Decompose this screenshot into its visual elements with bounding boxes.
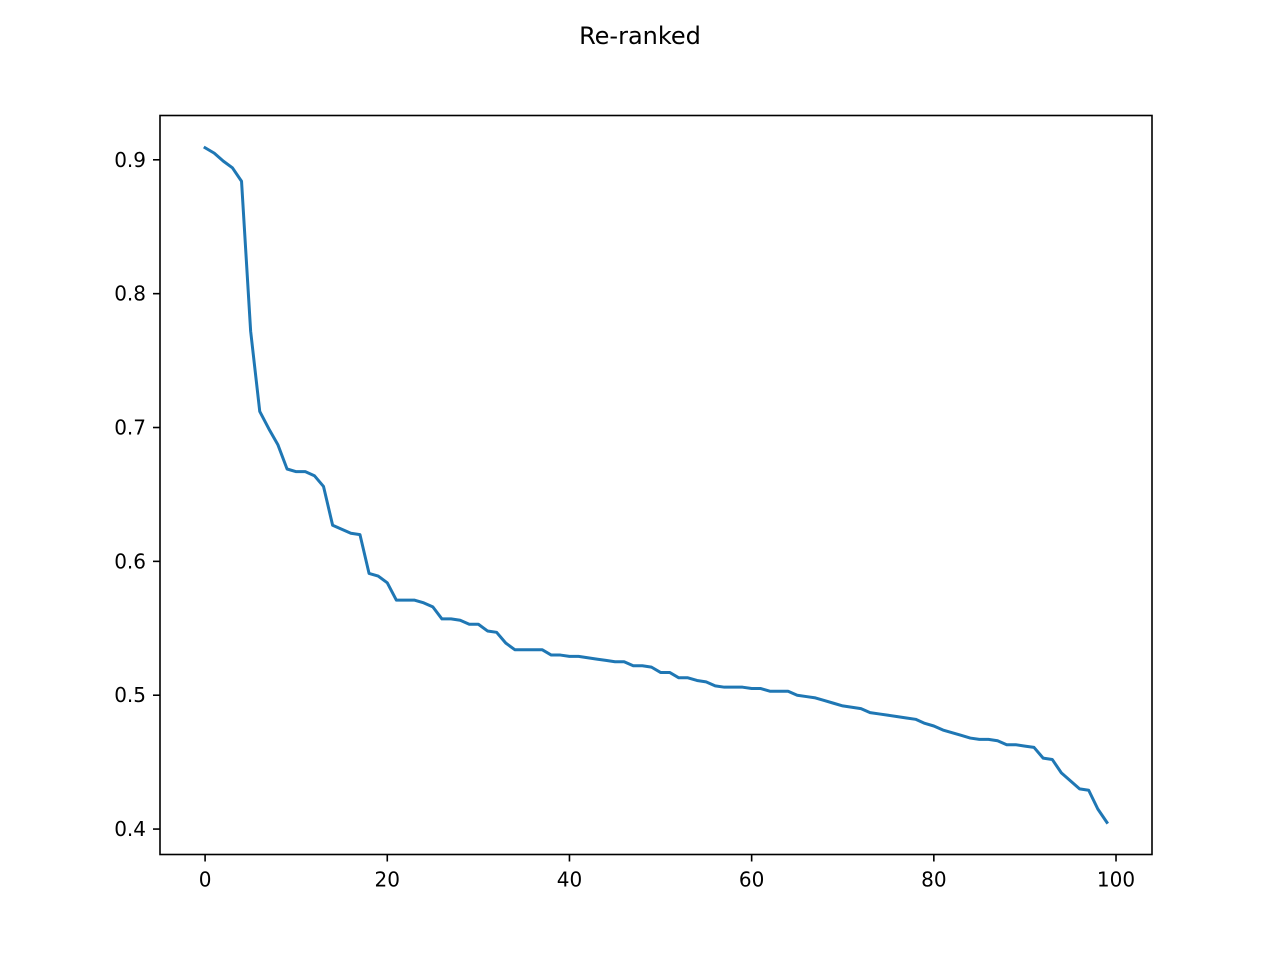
- x-tick-label: 60: [739, 868, 764, 892]
- y-tick-label: 0.5: [114, 683, 146, 707]
- x-tick-label: 40: [557, 868, 582, 892]
- y-tick-label: 0.4: [114, 817, 146, 841]
- chart-title: Re-ranked: [579, 22, 701, 50]
- y-tick-label: 0.8: [114, 282, 146, 306]
- x-tick-label: 100: [1097, 868, 1135, 892]
- y-tick-label: 0.6: [114, 549, 146, 573]
- x-tick-label: 80: [921, 868, 946, 892]
- y-tick-label: 0.7: [114, 416, 146, 440]
- x-tick-label: 0: [199, 868, 212, 892]
- y-axis: 0.4 0.5 0.6 0.7 0.8 0.9: [114, 148, 160, 841]
- y-tick-label: 0.9: [114, 148, 146, 172]
- series-line-0: [203, 145, 1109, 825]
- plot-frame: [159, 114, 1153, 856]
- series-layer: [203, 145, 1109, 825]
- x-tick-label: 20: [375, 868, 400, 892]
- x-axis: 0 20 40 60 80 100: [199, 854, 1135, 892]
